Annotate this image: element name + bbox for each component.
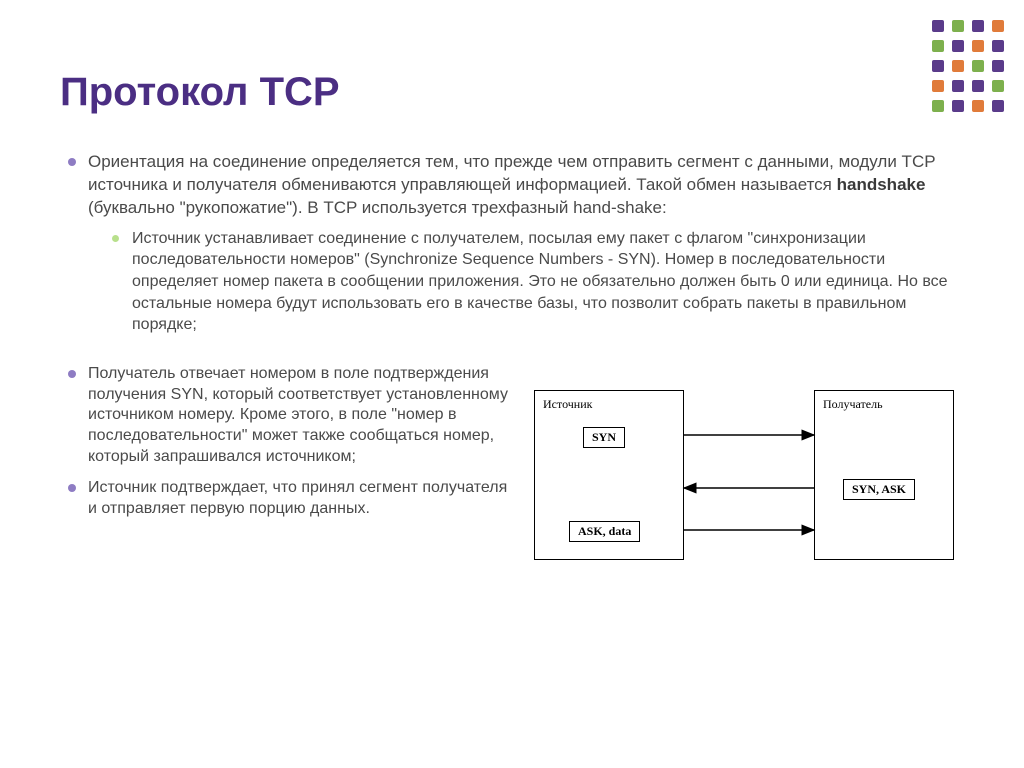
lower-text-column: Получатель отвечает номером в поле подтв… (60, 364, 514, 570)
bottom-list: Получатель отвечает номером в поле подтв… (60, 364, 514, 520)
decor-dot (932, 40, 944, 52)
sub-item-1: Источник устанавливает соединение с полу… (132, 228, 964, 336)
top-list: Ориентация на соединение определяется те… (60, 151, 964, 336)
decor-dot (952, 20, 964, 32)
intro-bold: handshake (837, 175, 926, 194)
corner-decoration (932, 20, 1006, 114)
lower-row: Получатель отвечает номером в поле подтв… (60, 364, 964, 570)
decor-dot (972, 80, 984, 92)
decor-dot (952, 60, 964, 72)
intro-item: Ориентация на соединение определяется те… (88, 151, 964, 336)
decor-dot (992, 100, 1004, 112)
decor-dot (992, 20, 1004, 32)
decor-dot (952, 40, 964, 52)
decor-dot (952, 100, 964, 112)
handshake-diagram: Источник SYN ASK, data Получатель SYN, A… (534, 380, 954, 570)
bottom-item-2: Источник подтверждает, что принял сегмен… (88, 478, 514, 520)
decor-dot (972, 100, 984, 112)
decor-dot (932, 20, 944, 32)
decor-dot (952, 80, 964, 92)
arrows-svg (534, 380, 954, 570)
decor-dot (992, 60, 1004, 72)
decor-dot (992, 80, 1004, 92)
decor-dot (972, 60, 984, 72)
intro-post: (буквально "рукопожатие"). В TCP использ… (88, 198, 667, 217)
sub-list: Источник устанавливает соединение с полу… (88, 228, 964, 336)
slide-title: Протокол TCP (60, 70, 964, 115)
diagram-column: Источник SYN ASK, data Получатель SYN, A… (534, 364, 964, 570)
bottom-item-1: Получатель отвечает номером в поле подтв… (88, 364, 514, 468)
intro-pre: Ориентация на соединение определяется те… (88, 152, 935, 194)
decor-dot (972, 20, 984, 32)
decor-dot (932, 80, 944, 92)
decor-dot (932, 100, 944, 112)
decor-dot (932, 60, 944, 72)
decor-dot (972, 40, 984, 52)
slide-body: Протокол TCP Ориентация на соединение оп… (0, 0, 1024, 610)
decor-dot (992, 40, 1004, 52)
